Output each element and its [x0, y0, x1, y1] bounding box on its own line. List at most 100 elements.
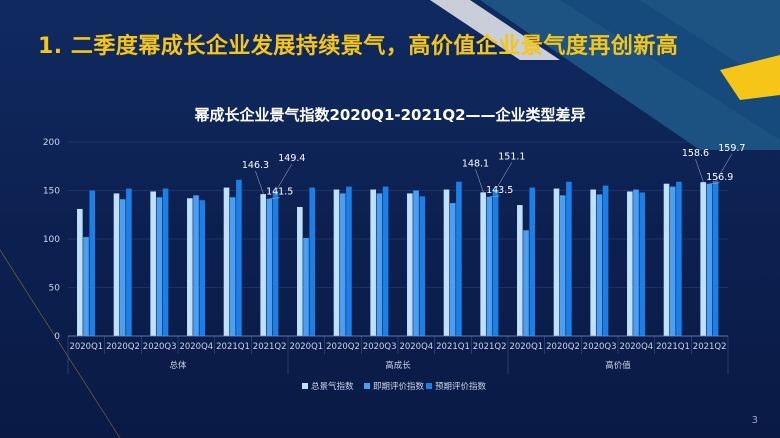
bar — [419, 196, 426, 336]
data-label: 146.3 — [242, 160, 269, 171]
bar — [517, 205, 523, 336]
x-tick-label: 2021Q1 — [656, 342, 690, 352]
bar — [89, 190, 96, 336]
bar — [443, 189, 450, 336]
bar — [590, 189, 596, 336]
bar — [639, 192, 646, 336]
bar — [297, 206, 303, 336]
bar — [523, 230, 529, 336]
data-label: 151.1 — [498, 151, 525, 162]
x-tick-label: 2020Q2 — [546, 342, 580, 352]
bar — [413, 190, 419, 336]
bar — [187, 198, 193, 336]
y-tick-label: 100 — [43, 235, 60, 245]
x-tick-label: 2020Q1 — [509, 342, 543, 352]
data-label-leader — [489, 195, 500, 198]
bar — [553, 188, 560, 336]
x-tick-label: 2020Q4 — [179, 342, 213, 352]
bar — [193, 195, 199, 336]
bar — [529, 187, 536, 336]
dark-teal-stripe — [560, 0, 780, 140]
y-tick-label: 150 — [43, 187, 60, 197]
x-tick-label: 2020Q4 — [399, 342, 433, 352]
legend-label: 即期评价指数 — [373, 381, 425, 392]
data-label: 143.5 — [486, 185, 513, 196]
bar — [113, 193, 120, 336]
legend-swatch — [302, 383, 308, 389]
x-tick-label: 2020Q1 — [289, 342, 323, 352]
bar — [77, 208, 83, 336]
data-label-leader — [475, 169, 484, 193]
data-label: 158.6 — [682, 148, 709, 159]
gray-stripe — [430, 0, 560, 60]
legend-label: 预期评价指数 — [435, 381, 487, 392]
x-tick-label: 2021Q1 — [216, 342, 250, 352]
bar — [712, 181, 719, 336]
data-label-leader — [255, 171, 264, 195]
bar — [370, 189, 376, 336]
x-tick-label: 2021Q2 — [253, 342, 287, 352]
bar — [663, 183, 670, 336]
bar — [199, 200, 206, 336]
data-label-leader — [695, 159, 704, 183]
bar — [480, 192, 486, 336]
bar — [272, 191, 279, 336]
bar — [126, 188, 132, 336]
data-label: 141.5 — [266, 187, 293, 198]
bar — [559, 195, 566, 336]
bar — [676, 181, 682, 336]
legend-swatch — [364, 383, 370, 389]
group-label: 高价值 — [605, 360, 631, 371]
bar — [150, 191, 156, 336]
bar — [669, 186, 676, 336]
legend-label: 总景气指数 — [311, 381, 354, 392]
data-label: 156.9 — [706, 172, 733, 183]
bar — [333, 189, 340, 336]
y-tick-label: 200 — [43, 138, 60, 148]
bar — [456, 181, 462, 336]
bar — [596, 194, 603, 336]
x-tick-label: 2020Q2 — [106, 342, 140, 352]
bar — [223, 187, 230, 336]
legend-swatch — [426, 383, 432, 389]
y-tick-label: 50 — [49, 284, 61, 294]
bar — [156, 197, 163, 336]
y-tick-label: 0 — [54, 332, 60, 342]
bar — [119, 199, 126, 336]
data-label-leader — [709, 182, 720, 185]
bar — [339, 193, 346, 336]
x-tick-label: 2020Q3 — [583, 342, 617, 352]
yellow-stripe — [720, 55, 780, 100]
group-label: 高成长 — [385, 360, 411, 371]
x-tick-label: 2021Q2 — [473, 342, 507, 352]
bar — [346, 186, 352, 336]
data-label-leader — [495, 162, 513, 190]
x-tick-label: 2021Q2 — [693, 342, 727, 352]
slide-title: 1. 二季度幂成长企业发展持续景气，高价值企业景气度再创新高 — [38, 34, 679, 59]
bar — [236, 179, 242, 336]
bar — [266, 198, 273, 336]
bar — [566, 181, 572, 336]
bar — [260, 194, 266, 336]
data-label: 149.4 — [278, 153, 305, 164]
bar — [706, 183, 713, 336]
bar — [229, 197, 236, 336]
x-tick-label: 2021Q1 — [436, 342, 470, 352]
data-label-leader — [275, 163, 293, 192]
x-tick-label: 2020Q3 — [143, 342, 177, 352]
bar — [633, 189, 639, 336]
x-tick-label: 2020Q2 — [326, 342, 360, 352]
bar — [309, 187, 316, 336]
bar — [407, 193, 413, 336]
bar — [449, 203, 456, 336]
bar — [492, 189, 499, 336]
x-tick-label: 2020Q3 — [363, 342, 397, 352]
bar — [382, 186, 389, 336]
data-label: 159.7 — [718, 143, 745, 154]
bar — [627, 191, 633, 336]
x-tick-label: 2020Q1 — [69, 342, 103, 352]
bar — [602, 185, 609, 336]
thin-diagonal-line — [0, 249, 121, 438]
